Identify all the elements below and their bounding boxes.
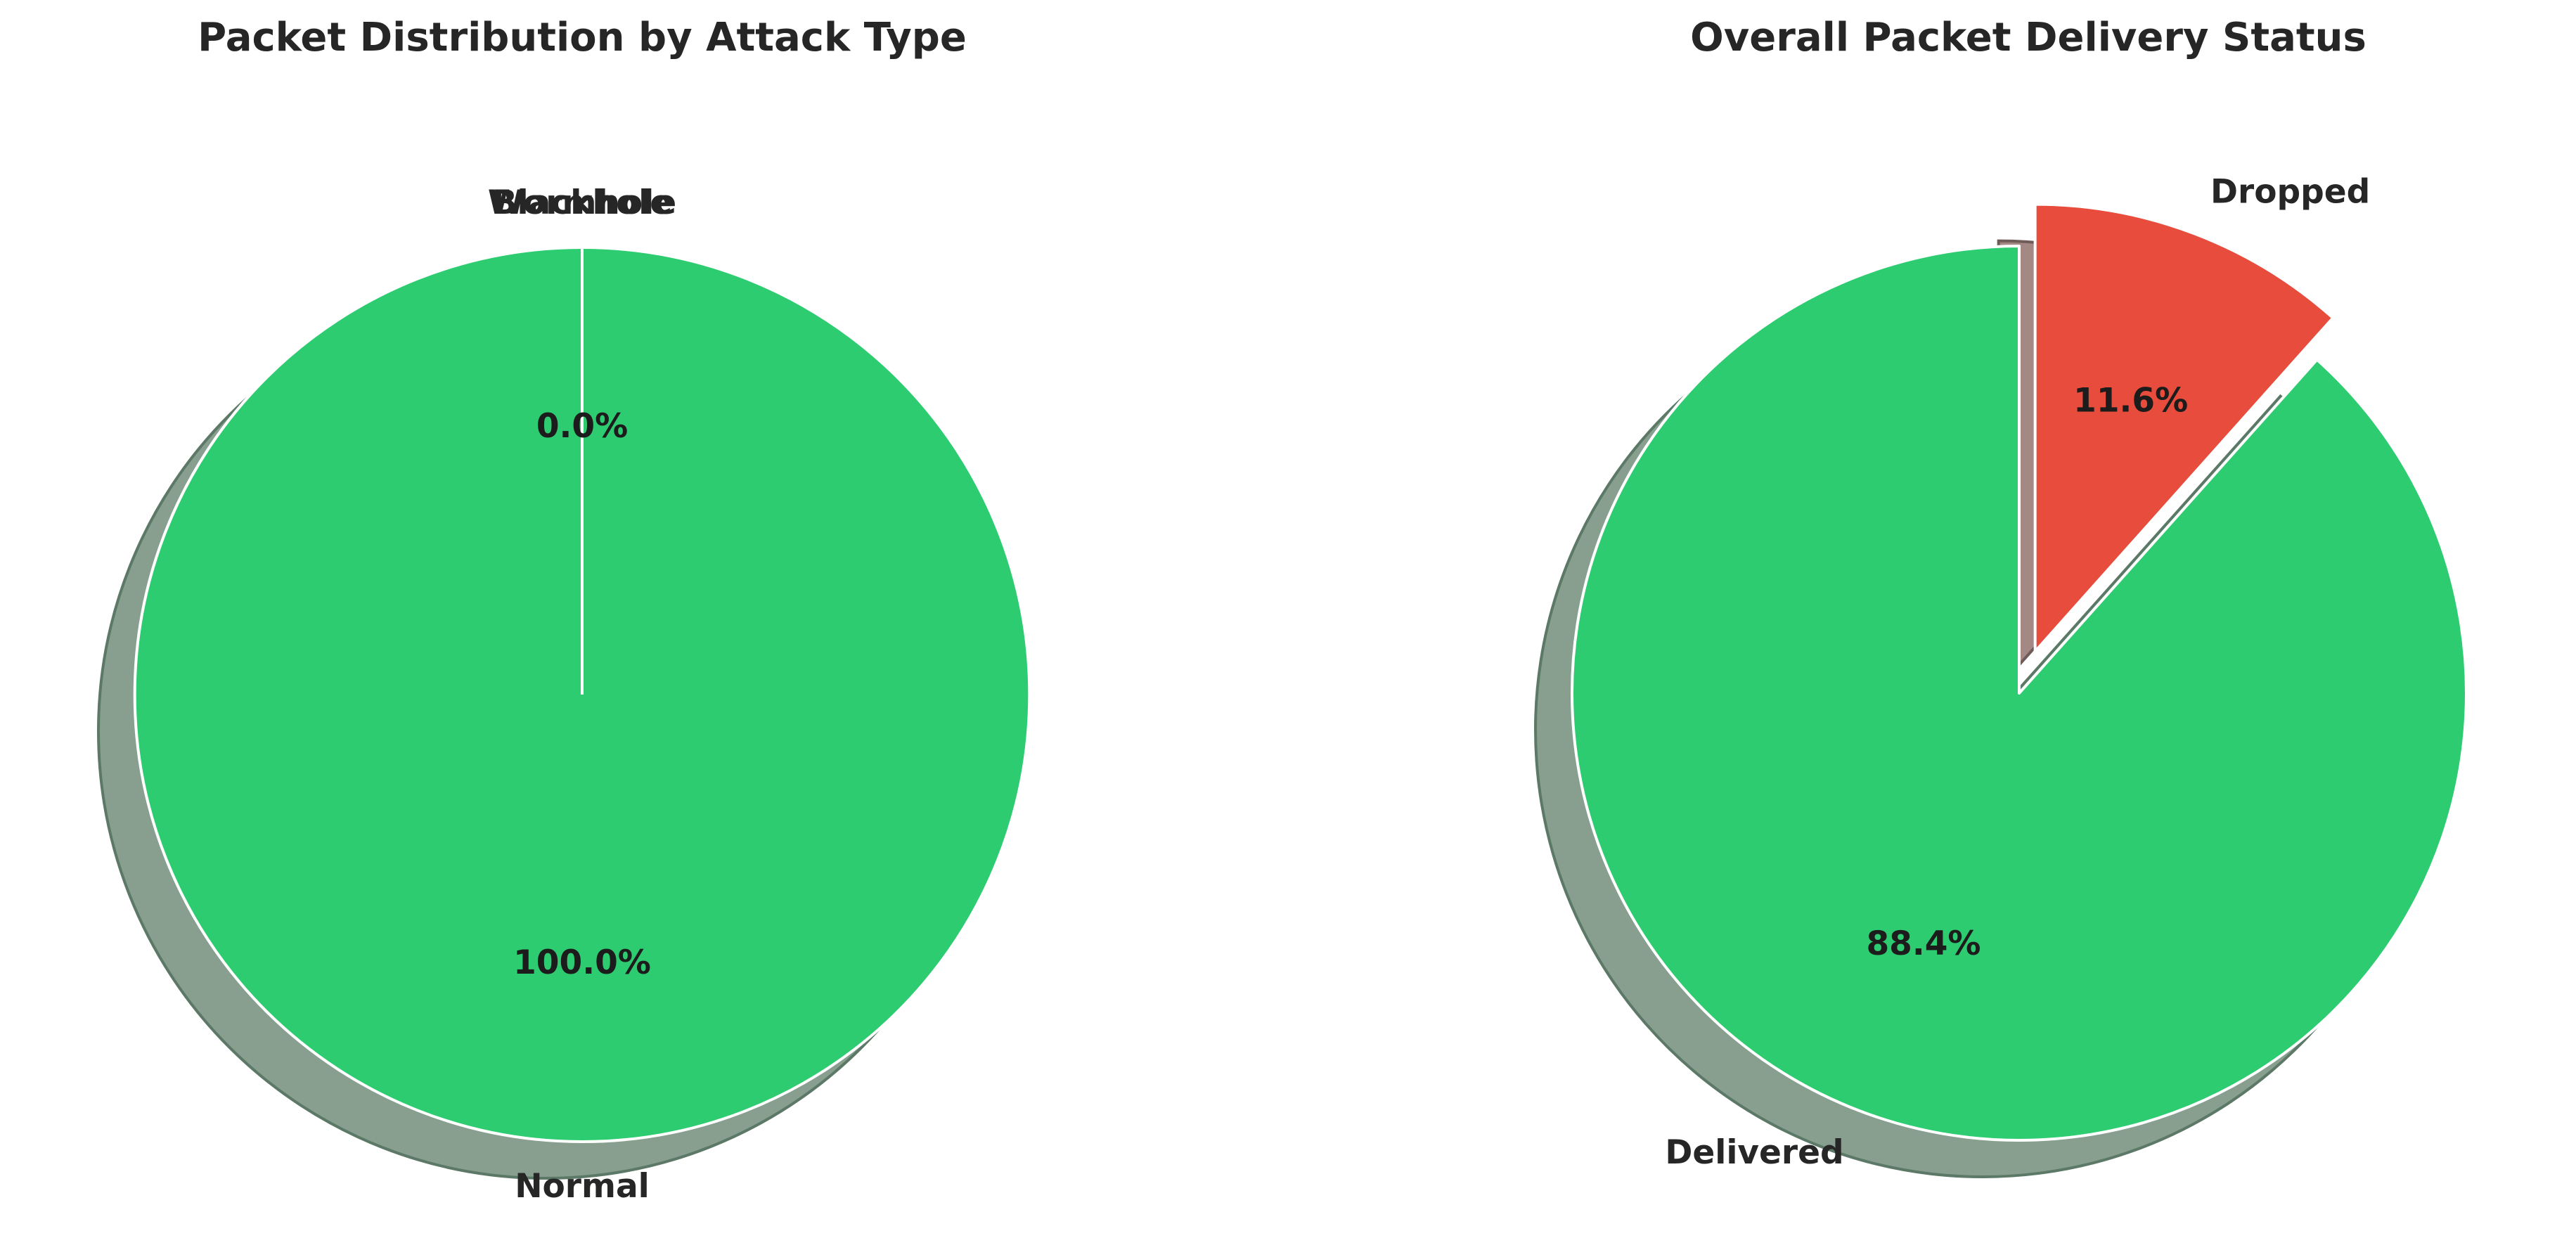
attack-type-pie-chart: Packet Distribution by Attack Type 100.0…	[97, 15, 1031, 1206]
pie-category-label-delivered: Delivered	[1665, 1133, 1843, 1172]
delivery-status-chart-title: Overall Packet Delivery Status	[1690, 15, 2366, 60]
pie-category-label-blackhole: Blackhole	[492, 183, 673, 222]
pie-slice-delivered	[1571, 245, 2468, 1142]
pie-percent-label-delivered: 88.4%	[1866, 924, 1981, 963]
pie-category-label-normal: Normal	[515, 1167, 650, 1206]
pie-slice-dropped	[2033, 202, 2335, 653]
pie-percent-label-normal: 100.0%	[513, 943, 651, 982]
delivery-status-pie: 88.4% Delivered 11.6% Dropped	[1534, 172, 2468, 1178]
delivery-status-pie-chart: Overall Packet Delivery Status 88.4% Deli…	[1534, 15, 2468, 1178]
attack-type-chart-title: Packet Distribution by Attack Type	[198, 15, 967, 60]
pie-percent-label-blackhole: 0.0%	[536, 407, 628, 446]
pie-category-label-wormhole: Wormhole	[488, 183, 676, 222]
pie-category-label-dropped: Dropped	[2210, 172, 2370, 211]
pie-percent-label-dropped: 11.6%	[2073, 382, 2188, 420]
